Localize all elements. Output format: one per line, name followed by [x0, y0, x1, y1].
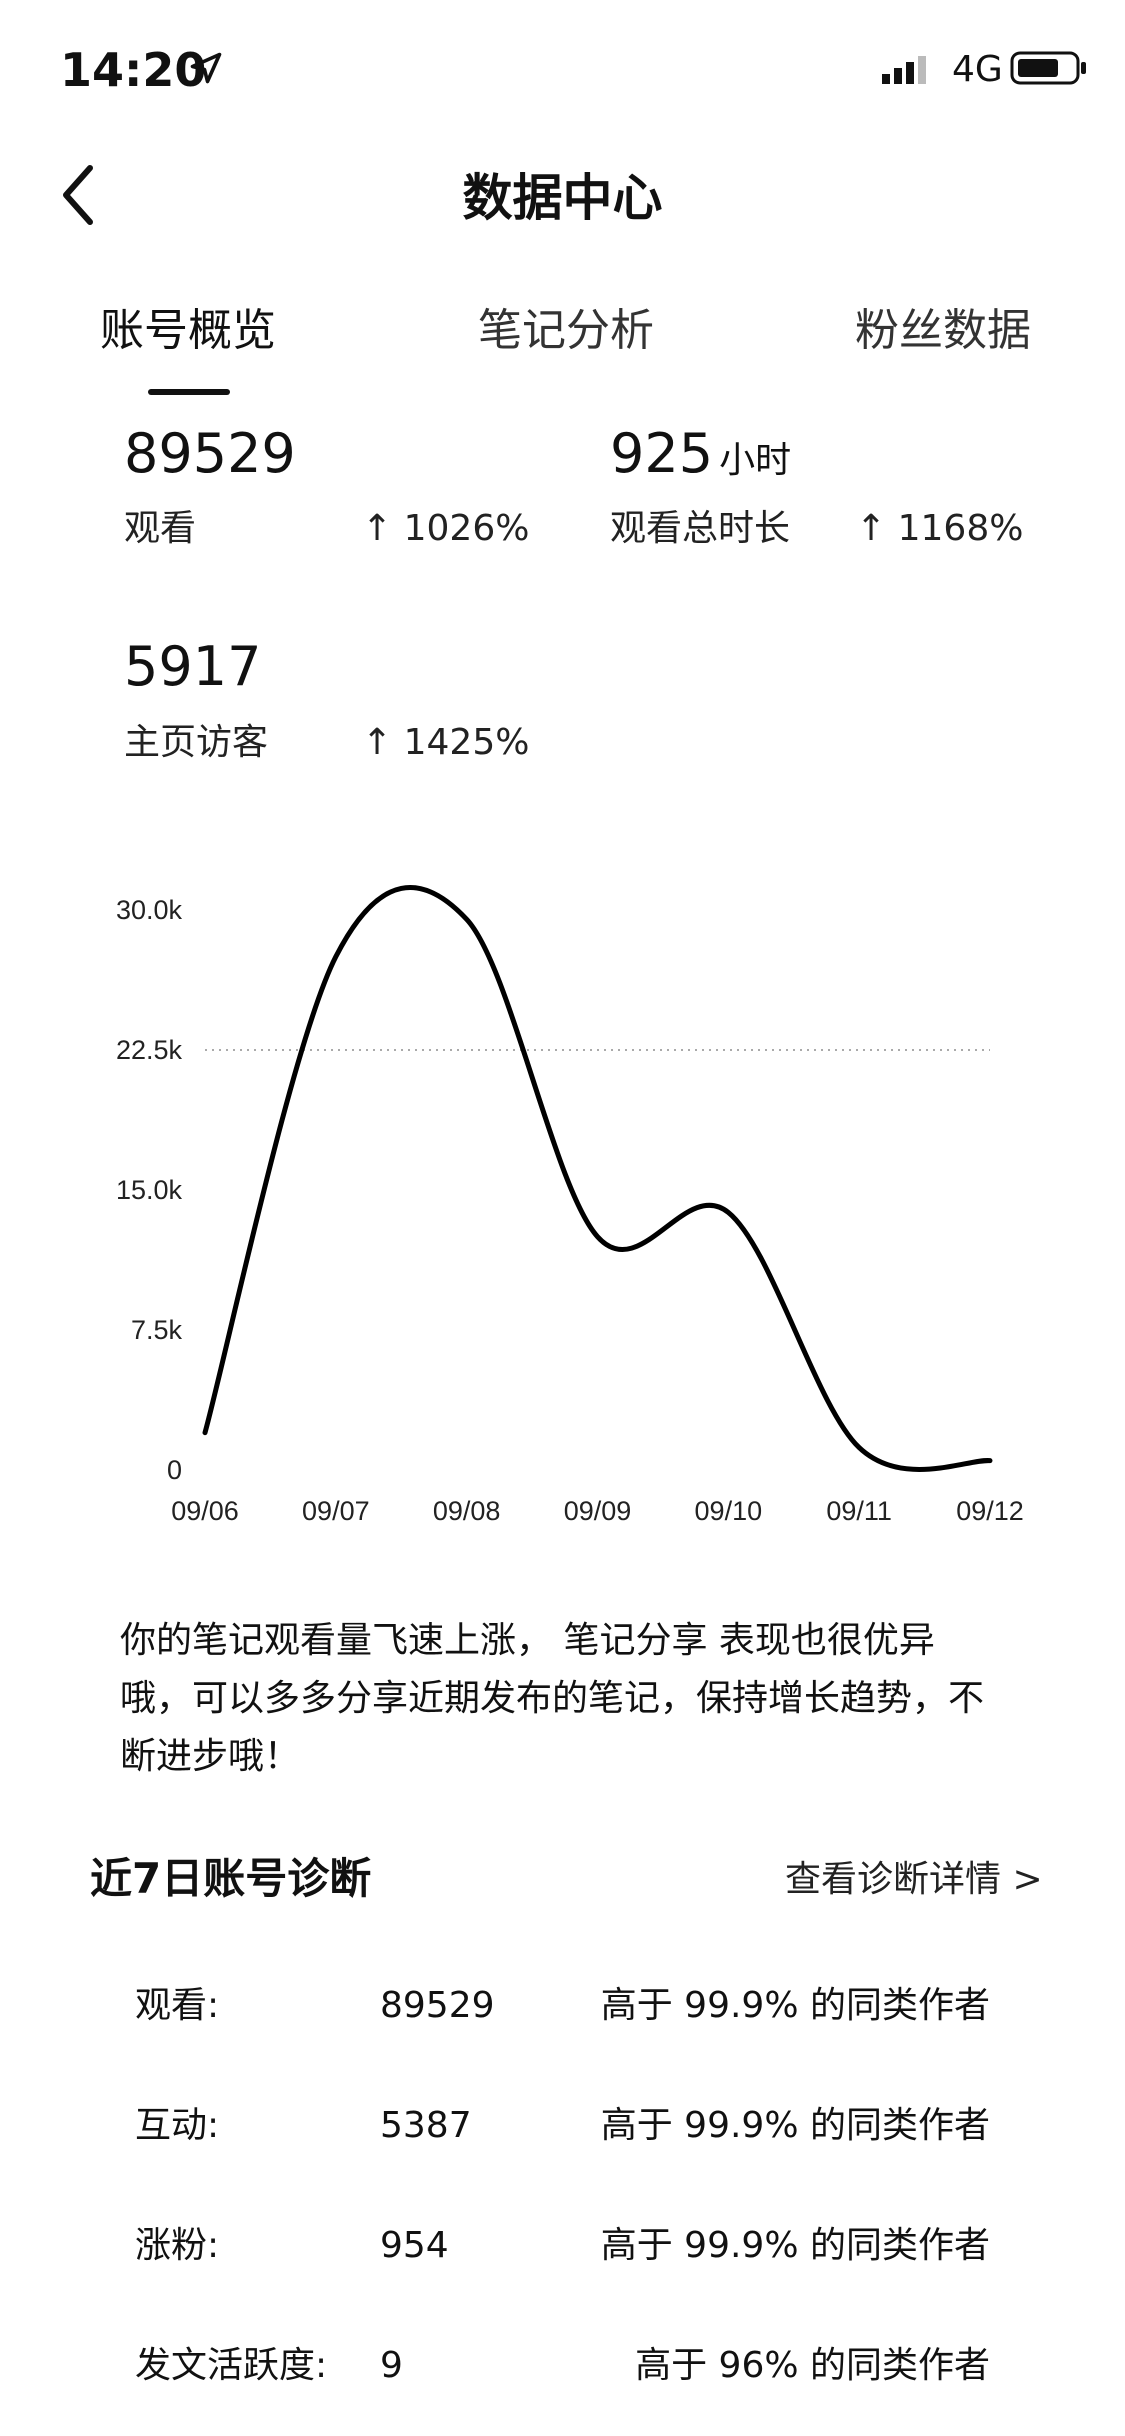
profile-visitors-value: 5917: [124, 635, 262, 698]
y-tick-label: 7.5k: [131, 1315, 183, 1345]
diag-followers-label: 涨粉:: [135, 2225, 220, 2266]
x-tick-label: 09/08: [433, 1496, 501, 1526]
diag-followers-value: 954: [380, 2225, 449, 2266]
diag-interaction-compare: 高于 99.9% 的同类作者: [600, 2105, 990, 2146]
summary-text: 你的笔记观看量飞速上涨， 笔记分享 表现也很优异 哦，可以多多分享近期发布的笔记…: [120, 1612, 1000, 1786]
y-tick-label: 15.0k: [116, 1175, 183, 1205]
diag-views-label: 观看:: [135, 1985, 220, 2026]
diag-interaction-label: 互动:: [135, 2105, 220, 2146]
views-change: ↑ 1026%: [362, 508, 530, 549]
summary-line-2: 哦，可以多多分享近期发布的笔记，保持增长趋势，不: [120, 1678, 985, 1719]
diag-followers-compare: 高于 99.9% 的同类作者: [600, 2225, 990, 2266]
signal-icon: [882, 56, 926, 84]
watch-time-change: ↑ 1168%: [856, 508, 1024, 549]
views-line-chart: 0 7.5k 15.0k 22.5k 30.0k 09/06 09/07 09/08 09/09…: [116, 885, 1024, 1526]
x-tick-label: 09/06: [171, 1496, 239, 1526]
diag-activity-value: 9: [380, 2345, 403, 2386]
watch-time-value: 925 小时: [610, 422, 792, 485]
tab-note-analysis[interactable]: 笔记分析: [478, 305, 654, 356]
watch-time-unit: 小时: [719, 440, 792, 481]
page-title: 数据中心: [462, 169, 663, 227]
views-series-line: [202, 885, 993, 1472]
active-tab-indicator: [148, 389, 230, 395]
tab-fans-data[interactable]: 粉丝数据: [855, 305, 1031, 356]
x-tick-label: 09/09: [564, 1496, 632, 1526]
network-type: 4G: [952, 49, 1003, 90]
y-tick-label: 22.5k: [116, 1035, 183, 1065]
summary-line-3: 断进步哦！: [120, 1736, 301, 1777]
views-label: 观看: [124, 508, 197, 549]
y-tick-label: 30.0k: [116, 895, 183, 925]
watch-time-label: 观看总时长: [610, 508, 791, 549]
diagnosis-title: 近7日账号诊断: [90, 1854, 372, 1903]
status-time: 14:20: [60, 43, 207, 97]
diag-views-compare: 高于 99.9% 的同类作者: [600, 1985, 990, 2026]
tab-account-overview[interactable]: 账号概览: [100, 305, 276, 356]
diagnosis-details-link[interactable]: 查看诊断详情 >: [785, 1859, 1043, 1900]
y-tick-label: 0: [167, 1455, 182, 1485]
profile-visitors-label: 主页访客: [124, 722, 269, 763]
x-tick-label: 09/10: [695, 1496, 763, 1526]
profile-visitors-change: ↑ 1425%: [362, 722, 530, 763]
x-tick-label: 09/07: [302, 1496, 370, 1526]
x-tick-label: 09/11: [826, 1496, 892, 1526]
views-value: 89529: [124, 422, 296, 485]
battery-icon: [1010, 51, 1086, 85]
summary-line-1: 你的笔记观看量飞速上涨， 笔记分享 表现也很优异: [120, 1620, 935, 1661]
diag-interaction-value: 5387: [380, 2105, 472, 2146]
location-arrow-icon: [190, 52, 222, 84]
diag-activity-compare: 高于 96% 的同类作者: [635, 2345, 990, 2386]
back-button[interactable]: [50, 158, 110, 232]
diag-views-value: 89529: [380, 1985, 495, 2026]
diag-activity-label: 发文活跃度:: [135, 2345, 328, 2386]
x-tick-label: 09/12: [956, 1496, 1024, 1526]
